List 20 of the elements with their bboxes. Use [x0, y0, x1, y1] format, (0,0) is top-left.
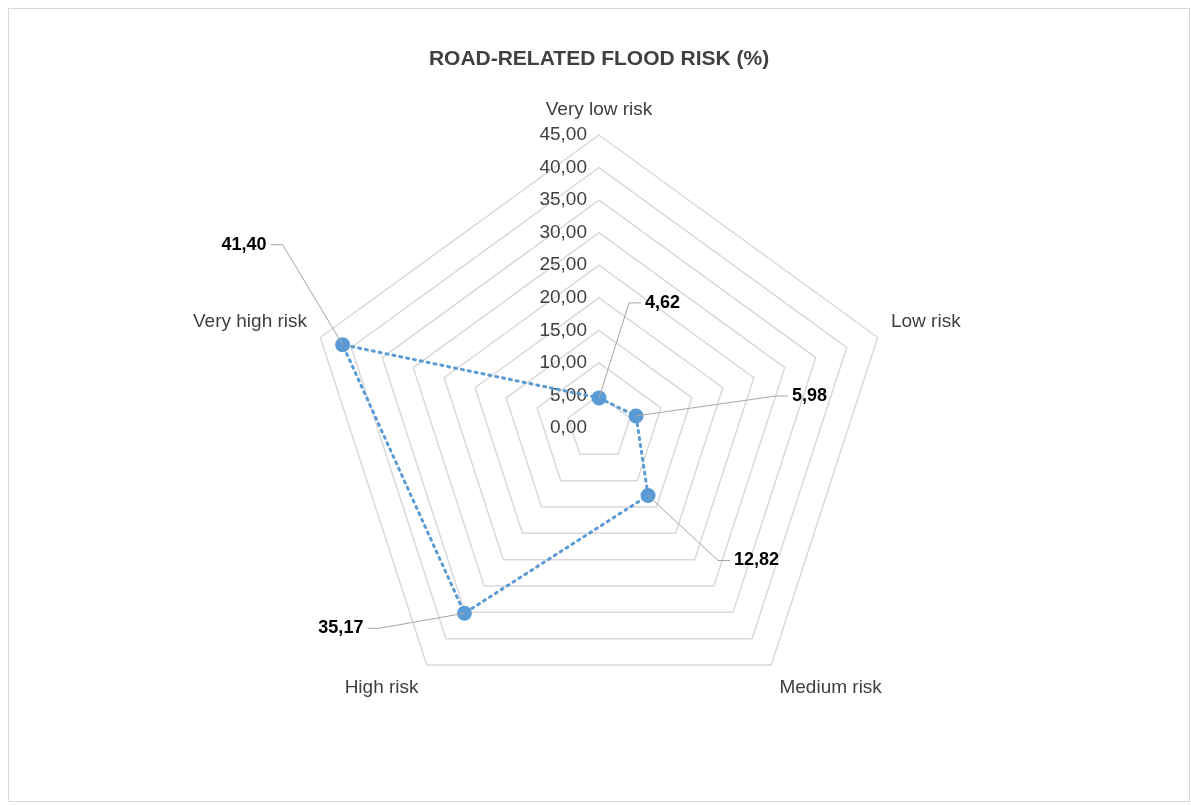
data-label: 5,98 [792, 384, 828, 405]
y-tick-label: 15,00 [539, 318, 587, 340]
data-label: 12,82 [734, 549, 780, 570]
spoke-label: Medium risk [779, 676, 883, 697]
chart-title: ROAD-RELATED FLOOD RISK (%) [428, 46, 770, 70]
y-tick-label: 0,00 [550, 416, 587, 438]
data-label: 35,17 [318, 617, 364, 638]
spoke-label: Low risk [890, 309, 962, 331]
y-tick-label: 20,00 [539, 286, 587, 308]
y-tick-label: 35,00 [539, 188, 587, 210]
spoke-label: Very low risk [545, 97, 653, 119]
y-tick-label: 40,00 [539, 155, 587, 177]
y-tick-label: 45,00 [539, 123, 587, 145]
data-label: 4,62 [645, 291, 681, 312]
data-label: 41,40 [221, 233, 267, 254]
y-tick-label: 25,00 [539, 253, 587, 275]
spoke-label: Very high risk [192, 309, 308, 331]
y-tick-label: 30,00 [539, 220, 587, 242]
spoke-label: High risk [344, 676, 420, 697]
y-tick-label: 10,00 [539, 351, 587, 373]
